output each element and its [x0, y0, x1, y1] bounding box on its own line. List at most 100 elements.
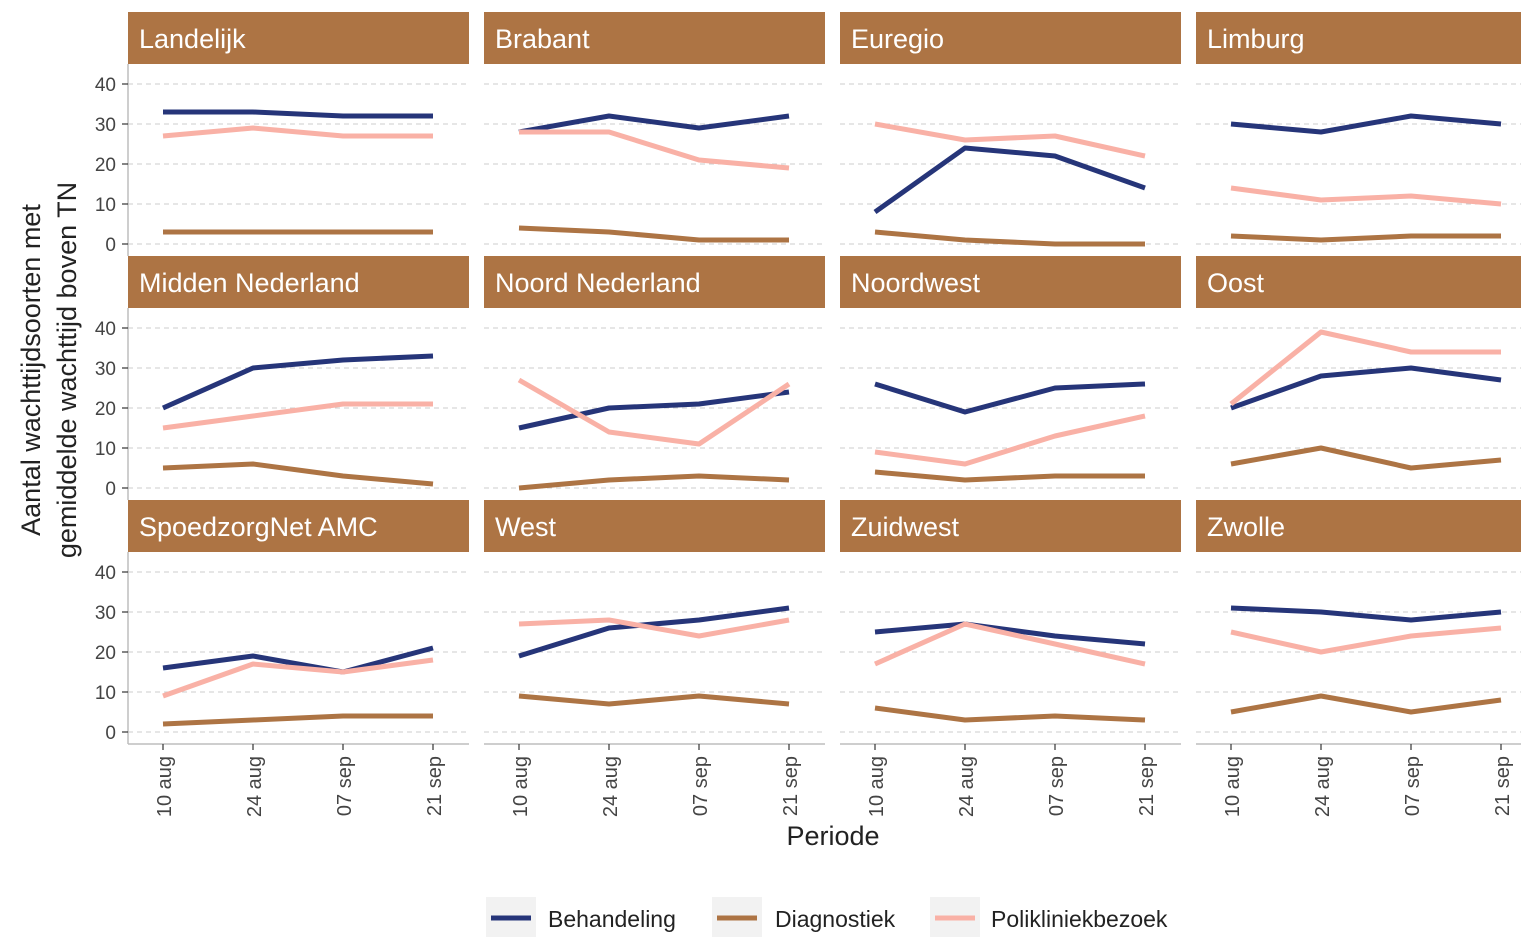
series-line-polikliniekbezoek: [162, 125, 433, 139]
series-line-polikliniekbezoek: [874, 413, 1146, 467]
series-line-behandeling: [1230, 365, 1502, 411]
legend-label: Diagnostiek: [775, 906, 896, 932]
chart-panels: Landelijk 0 10 20 30 40 Brabant Euregio Limburg M…: [95, 12, 1521, 817]
series-line-behandeling: [874, 621, 1146, 647]
series-line-polikliniekbezoek: [874, 121, 1146, 159]
facet-title: Zuidwest: [851, 512, 960, 542]
facet-panel: Midden Nederland 0 10 20 30 40: [95, 256, 469, 500]
x-tick-label: 24 aug: [956, 756, 978, 817]
facet-title: Brabant: [495, 24, 590, 54]
series-line-diagnostiek: [874, 469, 1145, 483]
x-tick-label: 10 aug: [510, 756, 532, 817]
facet-strip: [1196, 12, 1521, 64]
facet-strip: [484, 12, 825, 64]
x-tick-label: 07 sep: [1402, 756, 1424, 816]
x-tick-label: 21 sep: [1492, 756, 1514, 816]
facet-strip: [840, 500, 1181, 552]
x-tick-label: 21 sep: [1136, 756, 1158, 816]
facet-panel: Landelijk 0 10 20 30 40: [95, 12, 469, 256]
series-line-behandeling: [163, 109, 433, 119]
facet-title: West: [495, 512, 557, 542]
series-line-polikliniekbezoek: [1230, 185, 1502, 207]
facet-strip: [128, 12, 469, 64]
series-line-behandeling: [161, 353, 434, 411]
series-line-diagnostiek: [874, 705, 1146, 723]
facet-panel: Euregio: [840, 12, 1181, 247]
y-tick-label: 20: [95, 155, 116, 176]
facet-strip: [484, 256, 825, 308]
x-tick-label: 07 sep: [334, 756, 356, 816]
series-line-behandeling: [1230, 605, 1502, 623]
facet-panel: Noordwest: [840, 256, 1181, 489]
y-axis-label-line: Aantal wachttijdsoorten met: [16, 204, 46, 536]
facet-strip: [1196, 256, 1521, 308]
series-line-diagnostiek: [1230, 445, 1502, 471]
facet-strip: [128, 256, 469, 308]
facet-panel: Limburg: [1196, 12, 1521, 245]
y-tick-label: 10: [95, 683, 116, 704]
series-line-polikliniekbezoek: [873, 621, 1146, 667]
facet-panel: West 10 aug 24 aug 07 sep 21 sep: [484, 500, 825, 817]
facet-strip: [840, 12, 1181, 64]
series-line-polikliniekbezoek: [162, 657, 434, 699]
y-tick-label: 40: [95, 563, 116, 584]
x-tick-label: 07 sep: [1046, 756, 1068, 816]
legend-label: Polikliniekbezoek: [991, 906, 1168, 932]
facet-title: Euregio: [851, 24, 944, 54]
series-line-behandeling: [1230, 113, 1502, 135]
y-tick-label: 10: [95, 195, 116, 216]
series-line-behandeling: [518, 605, 790, 659]
x-tick-label: 21 sep: [780, 756, 802, 816]
series-line-behandeling: [162, 645, 434, 675]
y-tick-label: 0: [105, 479, 116, 500]
series-line-diagnostiek: [1230, 233, 1501, 243]
x-axis-label: Periode: [786, 821, 879, 851]
series-line-polikliniekbezoek: [162, 401, 433, 431]
y-tick-label: 40: [95, 75, 116, 96]
series-line-diagnostiek: [162, 461, 434, 487]
y-axis-label-line: gemiddelde wachttijd boven TN: [52, 182, 82, 558]
facet-panel: Noord Nederland: [484, 256, 825, 491]
facet-strip: [484, 500, 825, 552]
x-tick-label: 07 sep: [690, 756, 712, 816]
facet-title: SpoedzorgNet AMC: [139, 512, 378, 542]
series-line-behandeling: [518, 113, 790, 135]
legend-item: Behandeling: [486, 897, 676, 937]
series-line-diagnostiek: [874, 229, 1145, 247]
facet-title: Limburg: [1207, 24, 1305, 54]
facet-panel: Oost: [1196, 256, 1521, 489]
series-line-behandeling: [518, 389, 790, 431]
legend-label: Behandeling: [548, 906, 676, 932]
legend-item: Polikliniekbezoek: [930, 897, 1168, 937]
legend: Behandeling Diagnostiek Polikliniekbezoek: [486, 897, 1168, 937]
facet-panel: Brabant: [484, 12, 825, 245]
y-tick-label: 20: [95, 399, 116, 420]
x-tick-label: 24 aug: [244, 756, 266, 817]
series-line-polikliniekbezoek: [1230, 625, 1502, 655]
series-line-diagnostiek: [1230, 693, 1502, 715]
series-line-diagnostiek: [162, 713, 433, 727]
facet-title: Oost: [1207, 268, 1265, 298]
x-tick-label: 21 sep: [424, 756, 446, 816]
series-line-polikliniekbezoek: [518, 617, 790, 639]
y-tick-label: 0: [105, 235, 116, 256]
x-tick-label: 24 aug: [1312, 756, 1334, 817]
y-tick-label: 40: [95, 319, 116, 340]
series-line-diagnostiek: [518, 473, 790, 491]
y-tick-label: 20: [95, 643, 116, 664]
y-axis-label: Aantal wachttijdsoorten met gemiddelde wa…: [16, 182, 82, 558]
y-tick-label: 30: [95, 115, 116, 136]
facet-strip: [1196, 500, 1521, 552]
facet-title: Midden Nederland: [139, 268, 360, 298]
facet-title: Noordwest: [851, 268, 981, 298]
facet-strip: [128, 500, 469, 552]
facet-strip: [840, 256, 1181, 308]
facet-panel: SpoedzorgNet AMC 0 10 20 30 40 10 aug 24 aug 07 …: [95, 500, 469, 817]
y-tick-label: 30: [95, 603, 116, 624]
series-line-diagnostiek: [518, 225, 789, 243]
series-line-polikliniekbezoek: [517, 377, 791, 447]
x-tick-label: 10 aug: [154, 756, 176, 817]
facet-title: Noord Nederland: [495, 268, 701, 298]
facet-panel: Zuidwest 10 aug 24 aug 07 sep 21 sep: [840, 500, 1181, 817]
